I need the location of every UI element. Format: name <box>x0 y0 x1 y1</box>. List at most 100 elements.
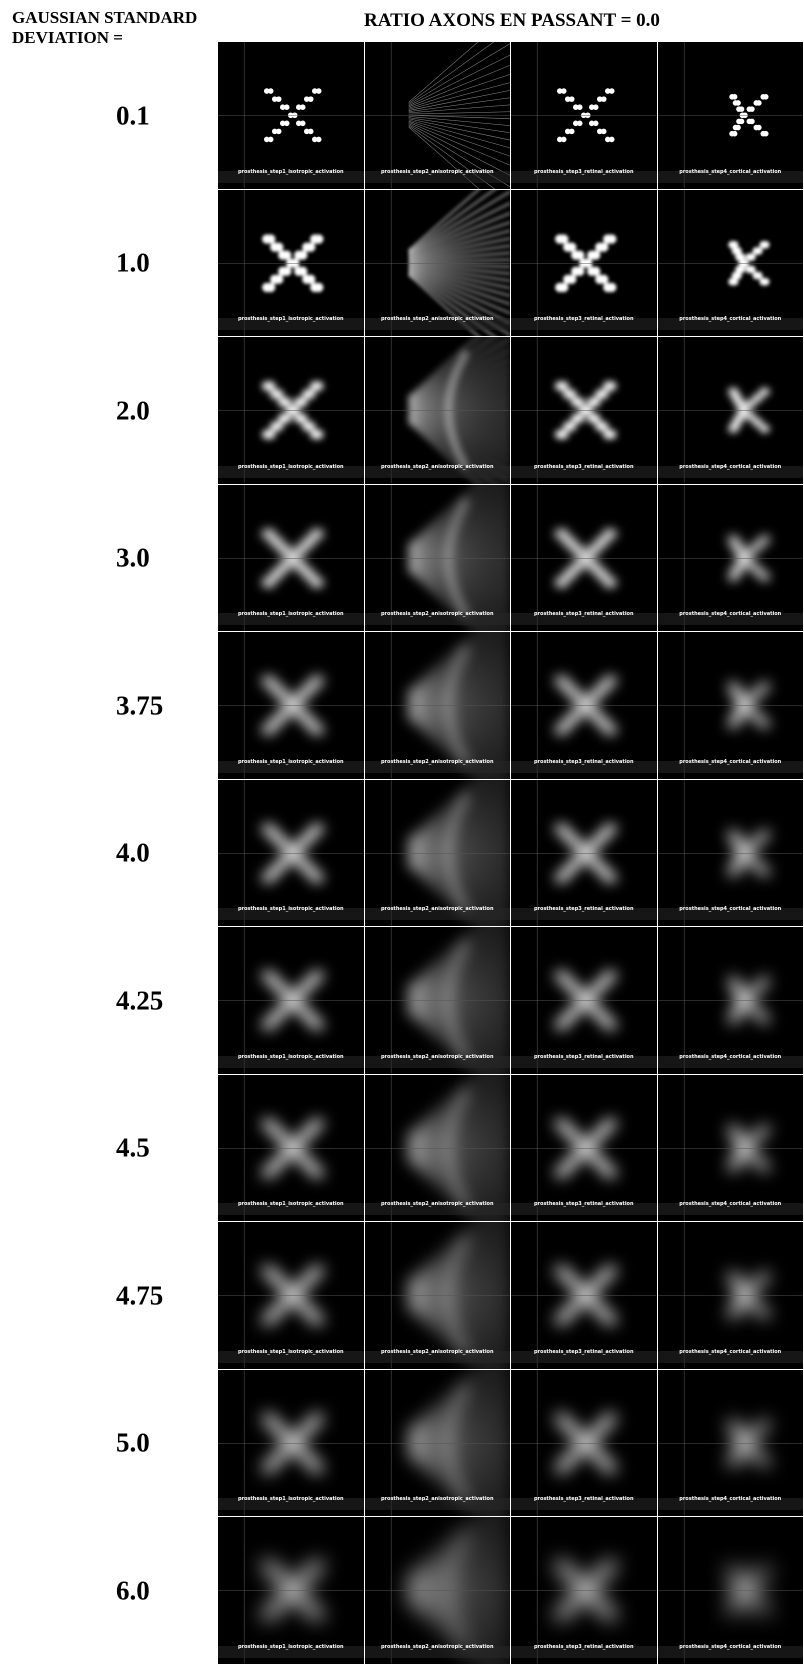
panel-caption: prosthesis_step1_isotropic_activation <box>218 1496 364 1502</box>
activation-panel-iso: prosthesis_step1_isotropic_activation <box>218 1075 365 1223</box>
sigma-value-label: 6.0 <box>116 1575 150 1606</box>
activation-panel-cortical: prosthesis_step4_cortical_activation <box>658 337 804 485</box>
sigma-value-label: 3.0 <box>116 543 150 574</box>
activation-panel-aniso: prosthesis_step2_anisotropic_activation <box>365 485 512 633</box>
panel-caption: prosthesis_step4_cortical_activation <box>658 1054 804 1060</box>
panel-caption: prosthesis_step1_isotropic_activation <box>218 1201 364 1207</box>
panel-caption: prosthesis_step1_isotropic_activation <box>218 1349 364 1355</box>
activation-panel-cortical: prosthesis_step4_cortical_activation <box>658 780 804 928</box>
activation-panel-cortical: prosthesis_step4_cortical_activation <box>658 485 804 633</box>
panel-caption: prosthesis_step2_anisotropic_activation <box>365 169 511 175</box>
sigma-value-label: 4.5 <box>116 1133 150 1164</box>
panel-caption: prosthesis_step4_cortical_activation <box>658 1644 804 1650</box>
panel-caption: prosthesis_step3_retinal_activation <box>511 169 657 175</box>
panel-caption: prosthesis_step3_retinal_activation <box>511 1496 657 1502</box>
row-axis-label-line1: GAUSSIAN STANDARD <box>12 8 197 28</box>
activation-panel-retinal: prosthesis_step3_retinal_activation <box>511 632 658 780</box>
activation-panel-aniso: prosthesis_step2_anisotropic_activation <box>365 1075 512 1223</box>
activation-panel-cortical: prosthesis_step4_cortical_activation <box>658 1370 804 1518</box>
activation-panel-aniso: prosthesis_step2_anisotropic_activation <box>365 1222 512 1370</box>
panel-caption: prosthesis_step4_cortical_activation <box>658 1349 804 1355</box>
activation-panel-iso: prosthesis_step1_isotropic_activation <box>218 632 365 780</box>
sigma-value-label: 2.0 <box>116 395 150 426</box>
activation-panel-cortical: prosthesis_step4_cortical_activation <box>658 1222 804 1370</box>
panel-caption: prosthesis_step1_isotropic_activation <box>218 464 364 470</box>
panel-caption: prosthesis_step1_isotropic_activation <box>218 1644 364 1650</box>
panel-caption: prosthesis_step1_isotropic_activation <box>218 1054 364 1060</box>
activation-panel-cortical: prosthesis_step4_cortical_activation <box>658 1517 804 1665</box>
activation-panel-retinal: prosthesis_step3_retinal_activation <box>511 1075 658 1223</box>
panel-caption: prosthesis_step3_retinal_activation <box>511 1054 657 1060</box>
activation-panel-cortical: prosthesis_step4_cortical_activation <box>658 1075 804 1223</box>
panel-caption: prosthesis_step2_anisotropic_activation <box>365 1349 511 1355</box>
panel-caption: prosthesis_step1_isotropic_activation <box>218 611 364 617</box>
sigma-value-label: 1.0 <box>116 248 150 279</box>
panel-caption: prosthesis_step4_cortical_activation <box>658 1496 804 1502</box>
panel-caption: prosthesis_step2_anisotropic_activation <box>365 1496 511 1502</box>
panel-caption: prosthesis_step1_isotropic_activation <box>218 906 364 912</box>
activation-panel-aniso: prosthesis_step2_anisotropic_activation <box>365 190 512 338</box>
activation-panel-retinal: prosthesis_step3_retinal_activation <box>511 927 658 1075</box>
panel-caption: prosthesis_step3_retinal_activation <box>511 316 657 322</box>
activation-panel-iso: prosthesis_step1_isotropic_activation <box>218 190 365 338</box>
panel-caption: prosthesis_step2_anisotropic_activation <box>365 759 511 765</box>
sigma-value-label: 4.0 <box>116 838 150 869</box>
panel-caption: prosthesis_step3_retinal_activation <box>511 1349 657 1355</box>
panel-caption: prosthesis_step3_retinal_activation <box>511 611 657 617</box>
panel-caption: prosthesis_step4_cortical_activation <box>658 316 804 322</box>
panel-caption: prosthesis_step2_anisotropic_activation <box>365 906 511 912</box>
panel-caption: prosthesis_step4_cortical_activation <box>658 464 804 470</box>
panel-caption: prosthesis_step2_anisotropic_activation <box>365 611 511 617</box>
activation-panel-cortical: prosthesis_step4_cortical_activation <box>658 42 804 190</box>
activation-panel-retinal: prosthesis_step3_retinal_activation <box>511 1370 658 1518</box>
activation-panel-retinal: prosthesis_step3_retinal_activation <box>511 485 658 633</box>
activation-panel-iso: prosthesis_step1_isotropic_activation <box>218 337 365 485</box>
panel-caption: prosthesis_step2_anisotropic_activation <box>365 316 511 322</box>
panel-caption: prosthesis_step2_anisotropic_activation <box>365 1054 511 1060</box>
activation-panel-retinal: prosthesis_step3_retinal_activation <box>511 780 658 928</box>
panel-caption: prosthesis_step4_cortical_activation <box>658 611 804 617</box>
activation-panel-retinal: prosthesis_step3_retinal_activation <box>511 1517 658 1665</box>
activation-panel-aniso: prosthesis_step2_anisotropic_activation <box>365 1370 512 1518</box>
sigma-value-label: 3.75 <box>116 690 163 721</box>
activation-panel-retinal: prosthesis_step3_retinal_activation <box>511 1222 658 1370</box>
activation-panel-aniso: prosthesis_step2_anisotropic_activation <box>365 42 512 190</box>
panel-caption: prosthesis_step3_retinal_activation <box>511 1201 657 1207</box>
activation-panel-iso: prosthesis_step1_isotropic_activation <box>218 485 365 633</box>
activation-panel-cortical: prosthesis_step4_cortical_activation <box>658 190 804 338</box>
activation-panel-cortical: prosthesis_step4_cortical_activation <box>658 632 804 780</box>
sigma-value-label: 5.0 <box>116 1428 150 1459</box>
activation-panel-aniso: prosthesis_step2_anisotropic_activation <box>365 632 512 780</box>
panel-caption: prosthesis_step3_retinal_activation <box>511 464 657 470</box>
row-axis-label-line2: DEVIATION = <box>12 28 197 48</box>
panel-caption: prosthesis_step4_cortical_activation <box>658 759 804 765</box>
sigma-value-label: 0.1 <box>116 100 150 131</box>
activation-panel-aniso: prosthesis_step2_anisotropic_activation <box>365 1517 512 1665</box>
column-axis-title: RATIO AXONS EN PASSANT = 0.0 <box>220 10 804 32</box>
panel-caption: prosthesis_step2_anisotropic_activation <box>365 464 511 470</box>
panel-caption: prosthesis_step2_anisotropic_activation <box>365 1644 511 1650</box>
panel-caption: prosthesis_step4_cortical_activation <box>658 906 804 912</box>
activation-panel-aniso: prosthesis_step2_anisotropic_activation <box>365 927 512 1075</box>
activation-panel-retinal: prosthesis_step3_retinal_activation <box>511 190 658 338</box>
sigma-value-label: 4.75 <box>116 1280 163 1311</box>
activation-panel-aniso: prosthesis_step2_anisotropic_activation <box>365 337 512 485</box>
activation-panel-iso: prosthesis_step1_isotropic_activation <box>218 1517 365 1665</box>
activation-panel-iso: prosthesis_step1_isotropic_activation <box>218 42 365 190</box>
panel-caption: prosthesis_step1_isotropic_activation <box>218 169 364 175</box>
activation-panel-iso: prosthesis_step1_isotropic_activation <box>218 1222 365 1370</box>
activation-panel-iso: prosthesis_step1_isotropic_activation <box>218 780 365 928</box>
panel-caption: prosthesis_step1_isotropic_activation <box>218 759 364 765</box>
activation-panel-iso: prosthesis_step1_isotropic_activation <box>218 927 365 1075</box>
